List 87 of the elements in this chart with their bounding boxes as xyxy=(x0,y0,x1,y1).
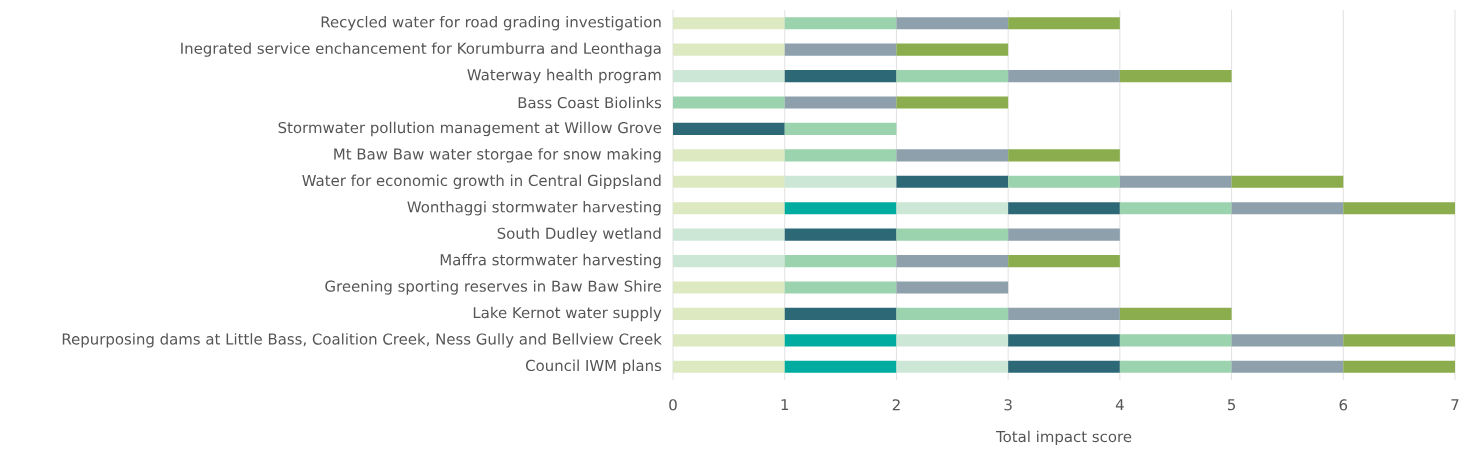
bar xyxy=(896,202,1009,215)
bar xyxy=(673,122,785,135)
bar xyxy=(1343,360,1456,373)
bar xyxy=(784,228,897,241)
bar xyxy=(784,281,897,294)
y-tick-label: Waterway health program xyxy=(467,68,661,84)
bar xyxy=(784,360,897,373)
bar xyxy=(1119,175,1232,188)
bar xyxy=(784,254,897,268)
bar xyxy=(896,334,1009,347)
bar xyxy=(896,96,1009,109)
bar xyxy=(896,228,1009,241)
bar xyxy=(896,307,1009,320)
bar xyxy=(673,96,785,109)
bar xyxy=(784,149,897,162)
bar xyxy=(784,122,897,135)
y-tick-label: Maffra stormwater harvesting xyxy=(440,253,661,269)
x-tick-label: 4 xyxy=(1115,399,1124,411)
bar xyxy=(673,254,785,268)
y-tick-label: Repurposing dams at Little Bass, Coalition Creek, Ness Gully and Bellview Creek xyxy=(62,333,662,348)
y-tick-label: Council IWM plans xyxy=(526,359,662,375)
bar xyxy=(784,307,897,320)
bar xyxy=(1343,334,1456,347)
bar xyxy=(1008,17,1120,30)
bar xyxy=(673,228,785,241)
bar xyxy=(1119,202,1232,215)
x-tick-label: 3 xyxy=(1004,399,1012,411)
bar xyxy=(673,281,785,294)
y-tick-label: Stormwater pollution management at Willow Grove xyxy=(278,121,662,137)
bar xyxy=(673,334,785,347)
bar xyxy=(1008,69,1120,83)
bar xyxy=(896,175,1009,188)
bar xyxy=(1231,360,1344,373)
bar xyxy=(1231,334,1344,347)
x-tick-label: 5 xyxy=(1227,399,1236,411)
bar xyxy=(673,202,785,215)
x-tick-label: 7 xyxy=(1451,399,1459,411)
bar xyxy=(784,17,897,30)
bar xyxy=(1008,228,1120,241)
y-tick-label: Water for economic growth in Central Gippsland xyxy=(302,174,661,190)
bar xyxy=(1008,334,1120,347)
bar xyxy=(896,281,1009,294)
bar xyxy=(1008,202,1120,215)
bar xyxy=(1008,254,1120,268)
bar xyxy=(1119,307,1232,320)
bar xyxy=(896,149,1009,162)
bar xyxy=(784,334,897,347)
bar xyxy=(1008,307,1120,320)
bar xyxy=(1231,202,1344,215)
y-tick-label: Greening sporting reserves in Baw Baw Shire xyxy=(325,280,662,295)
bar xyxy=(1119,360,1232,373)
bar xyxy=(673,43,785,56)
bar xyxy=(784,43,897,56)
y-tick-label: Mt Baw Baw water storgae for snow making xyxy=(334,148,661,163)
bar xyxy=(673,17,785,30)
bar xyxy=(673,175,785,188)
y-tick-label: Inegrated service enchancement for Korumburra and Leonthaga xyxy=(181,42,661,57)
bar xyxy=(1119,334,1232,347)
bar xyxy=(1231,175,1344,188)
x-tick-label: 0 xyxy=(669,399,677,411)
bar xyxy=(1008,149,1120,162)
bar xyxy=(896,254,1009,268)
bar xyxy=(1119,69,1232,83)
bar xyxy=(1008,360,1120,373)
bar xyxy=(673,69,785,83)
x-axis-title: Total impact score xyxy=(995,430,1132,446)
y-tick-label: Recycled water for road grading investigation xyxy=(321,15,661,31)
y-tick-label: Wonthaggi stormwater harvesting xyxy=(407,200,661,216)
x-tick-label: 6 xyxy=(1339,399,1348,411)
bar xyxy=(784,69,897,83)
bar xyxy=(673,149,785,162)
y-tick-label: Bass Coast Biolinks xyxy=(518,96,662,109)
bar xyxy=(1343,202,1456,215)
x-tick-label: 1 xyxy=(781,399,789,411)
y-tick-label: Lake Kernot water supply xyxy=(473,306,662,322)
bar xyxy=(896,43,1009,56)
y-tick-label: South Dudley wetland xyxy=(497,227,661,242)
bar xyxy=(784,202,897,215)
bar xyxy=(896,17,1009,30)
bar xyxy=(784,96,897,109)
bar xyxy=(784,175,897,188)
x-tick-label: 2 xyxy=(892,399,900,411)
bar xyxy=(896,360,1009,373)
bar xyxy=(673,360,785,373)
bar xyxy=(896,69,1009,83)
bar xyxy=(673,307,785,320)
bar xyxy=(1008,175,1120,188)
